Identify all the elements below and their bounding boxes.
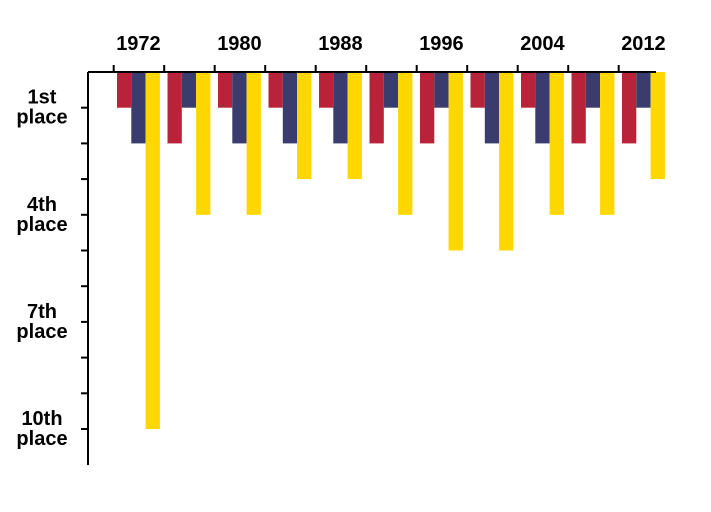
y-tick-label: 1st place [16, 87, 67, 129]
bar [347, 72, 362, 180]
bar [297, 72, 312, 180]
x-tick-label: 1972 [116, 33, 161, 55]
bar [246, 72, 261, 215]
bar [535, 72, 550, 144]
bar [181, 72, 197, 108]
y-tick-label: 7th place [16, 301, 67, 343]
y-tick-label-line: 4th [27, 194, 57, 216]
bar [549, 72, 564, 215]
bar [521, 72, 536, 108]
bar [167, 72, 182, 144]
y-tick-label-line: place [16, 107, 67, 129]
bar [131, 72, 146, 144]
bar [585, 72, 601, 108]
bar [420, 72, 435, 144]
bar [398, 72, 413, 215]
bar [117, 72, 132, 108]
bar [218, 72, 233, 108]
bar [448, 72, 463, 251]
bar [636, 72, 651, 108]
x-tick-label: 1988 [318, 33, 363, 55]
x-tick-label: 1996 [419, 33, 464, 55]
y-tick-label-line: place [16, 214, 67, 236]
x-tick-label: 2004 [520, 33, 565, 55]
bar [319, 72, 334, 108]
bar [196, 72, 211, 215]
y-tick-label: 10th place [16, 408, 67, 450]
bar [470, 72, 485, 108]
bar [499, 72, 514, 251]
bar [484, 72, 500, 144]
bar [600, 72, 615, 215]
bar [434, 72, 449, 108]
bar [369, 72, 384, 144]
y-tick-label-line: 10th [21, 408, 62, 430]
bar [333, 72, 348, 144]
bar [650, 72, 665, 180]
bar [145, 72, 160, 429]
bar [282, 72, 298, 144]
bar [232, 72, 247, 144]
y-tick-label-line: 1st [28, 87, 57, 109]
y-tick-label-line: place [16, 428, 67, 450]
y-tick-label: 4th place [16, 194, 67, 236]
x-tick-label: 1980 [217, 33, 262, 55]
y-tick-label-line: 7th [27, 301, 57, 323]
bar [571, 72, 586, 144]
bar [383, 72, 399, 108]
bar [268, 72, 283, 108]
y-tick-label-line: place [16, 321, 67, 343]
bar [622, 72, 637, 144]
x-tick-label: 2012 [621, 33, 666, 55]
